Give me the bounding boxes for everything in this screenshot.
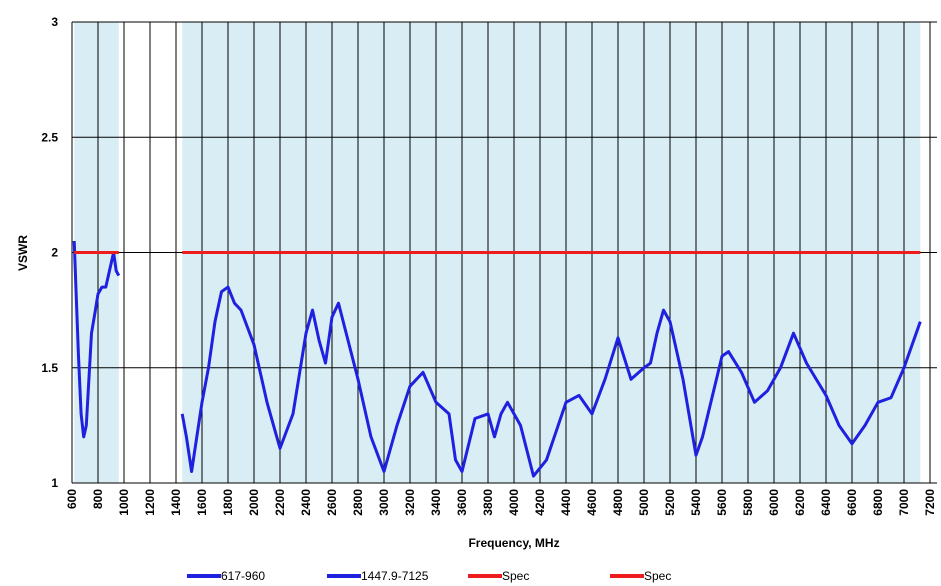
y-tick-label: 3 (51, 15, 58, 29)
x-tick-label: 1200 (143, 489, 157, 516)
x-tick-label: 7200 (923, 489, 937, 516)
x-tick-label: 6800 (871, 489, 885, 516)
x-tick-label: 3200 (403, 489, 417, 516)
x-tick-label: 600 (65, 489, 79, 509)
x-tick-label: 1600 (195, 489, 209, 516)
x-tick-label: 4600 (585, 489, 599, 516)
y-tick-label: 1 (51, 476, 58, 490)
x-tick-label: 3400 (429, 489, 443, 516)
series-line (180, 285, 922, 478)
x-tick-label: 2000 (247, 489, 261, 516)
x-tick-label: 4000 (507, 489, 521, 516)
x-tick-label: 5800 (741, 489, 755, 516)
x-tick-label: 2600 (325, 489, 339, 516)
x-tick-label: 4400 (559, 489, 573, 516)
x-tick-label: 5000 (637, 489, 651, 516)
x-tick-label: 1400 (169, 489, 183, 516)
x-tick-label: 6200 (793, 489, 807, 516)
y-tick-label: 2.5 (41, 130, 58, 144)
x-tick-label: 5400 (689, 489, 703, 516)
x-tick-label: 7000 (897, 489, 911, 516)
x-tick-label: 4200 (533, 489, 547, 516)
x-tick-label: 3800 (481, 489, 495, 516)
x-tick-label: 1000 (117, 489, 131, 516)
x-tick-label: 3600 (455, 489, 469, 516)
legend-label: Spec (502, 569, 529, 583)
x-tick-label: 1800 (221, 489, 235, 516)
y-axis-label: VSWR (16, 235, 30, 271)
x-tick-label: 2800 (351, 489, 365, 516)
x-tick-label: 800 (91, 489, 105, 509)
legend-label: 1447.9-7125 (361, 569, 429, 583)
x-tick-label: 5600 (715, 489, 729, 516)
x-tick-label: 6400 (819, 489, 833, 516)
x-tick-label: 2400 (299, 489, 313, 516)
x-tick-label: 6600 (845, 489, 859, 516)
legend-label: Spec (644, 569, 671, 583)
x-tick-label: 3000 (377, 489, 391, 516)
x-tick-label: 4800 (611, 489, 625, 516)
y-tick-label: 1.5 (41, 361, 58, 375)
x-axis-label: Frequency, MHz (468, 536, 559, 550)
series-line (72, 240, 121, 439)
y-tick-label: 2 (51, 246, 58, 260)
legend-label: 617-960 (221, 569, 265, 583)
x-tick-label: 5200 (663, 489, 677, 516)
x-tick-label: 6000 (767, 489, 781, 516)
x-tick-label: 2200 (273, 489, 287, 516)
